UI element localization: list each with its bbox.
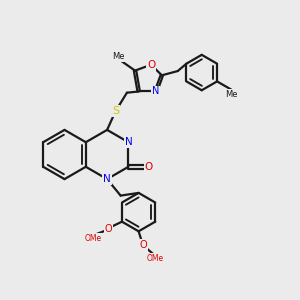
Text: OMe: OMe	[146, 254, 164, 263]
Text: N: N	[124, 137, 132, 147]
Text: O: O	[145, 162, 153, 172]
Text: S: S	[112, 106, 119, 116]
Text: Me: Me	[112, 52, 125, 61]
Text: N: N	[152, 86, 160, 97]
Text: O: O	[147, 60, 155, 70]
Text: OMe: OMe	[85, 234, 102, 243]
Text: N: N	[103, 174, 111, 184]
Text: O: O	[105, 224, 112, 234]
Text: Me: Me	[225, 90, 238, 99]
Text: O: O	[139, 240, 147, 250]
